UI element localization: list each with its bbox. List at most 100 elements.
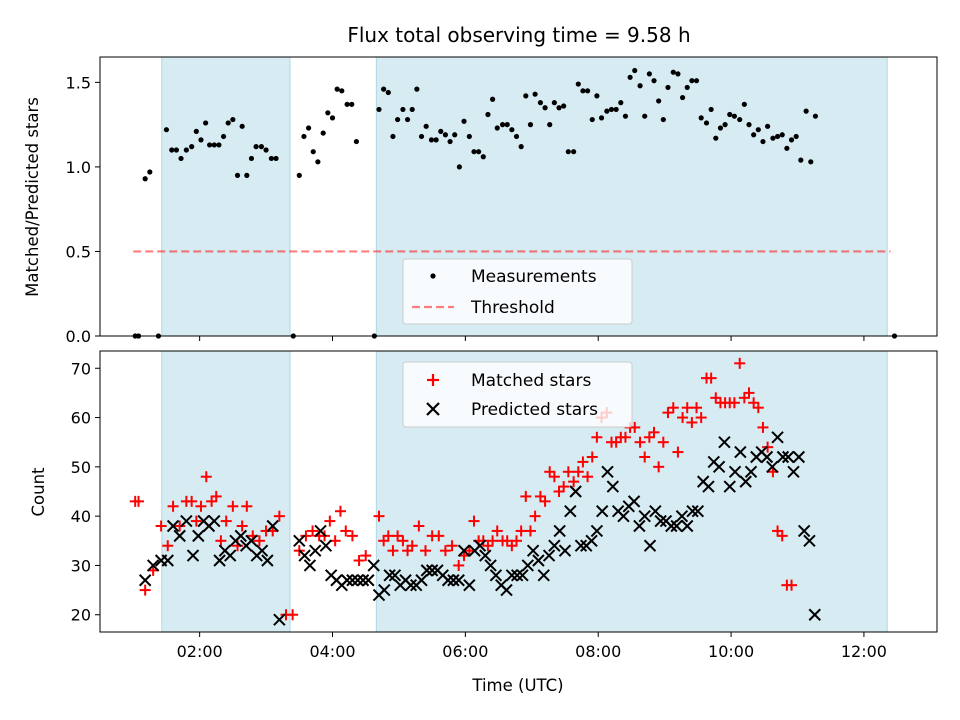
matched-stars-point bbox=[420, 545, 431, 557]
y-tick-label: 70 bbox=[71, 359, 91, 378]
measurements-point bbox=[193, 128, 199, 134]
matched-stars-point bbox=[548, 471, 560, 483]
count-panel-frame bbox=[99, 350, 938, 633]
predicted-stars-point-b bbox=[564, 505, 577, 518]
predicted-stars-point bbox=[261, 554, 274, 567]
matched-stars-point bbox=[397, 535, 409, 547]
predicted-stars-point bbox=[558, 544, 572, 557]
predicted-stars-point bbox=[601, 465, 614, 478]
measurements-point bbox=[670, 69, 676, 75]
matched-stars-point bbox=[220, 515, 232, 527]
predicted-stars-point bbox=[404, 578, 418, 592]
measurements-point bbox=[344, 101, 350, 107]
predicted-stars-point-b bbox=[643, 539, 657, 552]
predicted-stars-point-b bbox=[744, 465, 758, 478]
measurements-point bbox=[660, 116, 666, 123]
predicted-stars-point-b bbox=[319, 539, 333, 552]
predicted-stars-point bbox=[273, 613, 286, 626]
measurements-point bbox=[211, 142, 217, 148]
predicted-stars-point bbox=[266, 519, 279, 533]
matched-stars-point bbox=[629, 421, 641, 433]
measurements-point bbox=[273, 155, 279, 162]
matched-stars-point bbox=[653, 461, 665, 473]
measurements-point bbox=[438, 128, 444, 134]
predicted-stars-point-b bbox=[138, 574, 152, 587]
chart-title: Flux total observing time = 9.58 h bbox=[347, 23, 690, 47]
predicted-stars-point-b bbox=[356, 574, 370, 587]
measurements-point bbox=[466, 133, 472, 140]
predicted-stars-point-b bbox=[574, 539, 588, 552]
predicted-stars-point-b bbox=[500, 583, 513, 597]
measurements-point bbox=[755, 127, 761, 133]
measurements-point bbox=[760, 138, 766, 145]
measurements-point bbox=[471, 149, 477, 155]
predicted-stars-point bbox=[702, 480, 715, 493]
predicted-stars-point-b bbox=[675, 509, 689, 523]
measurements-point bbox=[708, 106, 714, 113]
matched-stars-point bbox=[215, 535, 227, 547]
matched-stars-point bbox=[446, 540, 458, 552]
predicted-stars-point-b bbox=[766, 460, 779, 474]
measurements-point bbox=[310, 149, 316, 155]
predicted-stars-point bbox=[447, 574, 460, 587]
predicted-stars-point-b bbox=[473, 539, 487, 552]
count-series bbox=[129, 357, 821, 626]
measurements-point bbox=[301, 133, 307, 140]
predicted-stars-point bbox=[734, 445, 747, 459]
measurements-point bbox=[504, 122, 510, 128]
predicted-stars-point-b bbox=[180, 514, 193, 528]
measurements-point bbox=[741, 101, 747, 107]
matched-stars-point bbox=[734, 357, 746, 369]
predicted-stars-point bbox=[479, 549, 492, 562]
predicted-stars-point-b bbox=[617, 509, 630, 523]
predicted-stars-point bbox=[255, 544, 269, 557]
predicted-stars-point bbox=[346, 574, 359, 587]
predicted-stars-point bbox=[633, 519, 646, 533]
measurements-point bbox=[499, 122, 506, 128]
predicted-stars-point-b bbox=[362, 574, 375, 587]
measurements-point bbox=[770, 135, 776, 141]
measurements-point bbox=[703, 120, 710, 126]
predicted-stars-point-b bbox=[425, 564, 439, 577]
measurements-point bbox=[433, 137, 439, 143]
matched-stars-point bbox=[382, 530, 394, 542]
x-tick-label: 12:00 bbox=[841, 642, 887, 661]
matched-stars-point bbox=[300, 530, 312, 542]
predicted-stars-point bbox=[691, 505, 705, 518]
matched-stars-point bbox=[227, 500, 239, 512]
measurements-point bbox=[679, 94, 686, 101]
predicted-stars-point-b bbox=[213, 554, 226, 567]
predicted-stars-point-b bbox=[532, 554, 545, 567]
measurements-point bbox=[532, 91, 538, 97]
measurements-point bbox=[803, 108, 809, 114]
predicted-stars-point-b bbox=[686, 505, 699, 518]
y-tick-label: 0.0 bbox=[66, 327, 91, 346]
predicted-stars-point bbox=[617, 509, 630, 523]
measurements-point bbox=[203, 120, 209, 126]
x-tick-label: 02:00 bbox=[177, 642, 223, 661]
count-legend: Matched stars Predicted stars bbox=[402, 361, 633, 428]
measurements-point bbox=[598, 115, 605, 121]
measurements-point bbox=[589, 116, 595, 123]
predicted-stars-point bbox=[606, 480, 620, 493]
predicted-stars-point-b bbox=[245, 534, 258, 548]
predicted-stars-point-b bbox=[234, 529, 248, 543]
measurements-point bbox=[646, 71, 652, 77]
matched-stars-point bbox=[686, 416, 698, 428]
predicted-stars-point bbox=[457, 544, 471, 557]
matched-stars-point bbox=[520, 490, 532, 502]
predicted-stars-point bbox=[245, 534, 258, 548]
x-tick-label: 10:00 bbox=[708, 642, 754, 661]
count-legend-box bbox=[402, 361, 633, 428]
predicted-stars-point-b bbox=[739, 475, 752, 488]
predicted-stars-point-b bbox=[146, 559, 160, 572]
predicted-stars-point-b bbox=[166, 519, 180, 533]
measurements-point bbox=[779, 132, 785, 138]
predicted-stars-point bbox=[505, 569, 519, 582]
measurements-point bbox=[537, 100, 544, 106]
matched-stars-point bbox=[648, 426, 660, 438]
predicted-stars-point bbox=[314, 524, 327, 538]
predicted-stars-point-b bbox=[718, 435, 731, 449]
predicted-stars-point bbox=[510, 569, 524, 582]
predicted-stars-point-b bbox=[654, 514, 667, 528]
